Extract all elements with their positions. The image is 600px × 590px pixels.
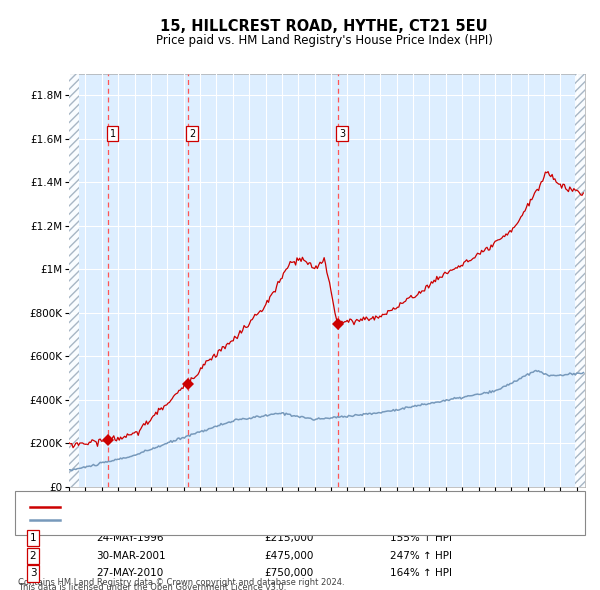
Text: 30-MAR-2001: 30-MAR-2001 [96, 551, 166, 560]
Text: 15, HILLCREST ROAD, HYTHE, CT21 5EU: 15, HILLCREST ROAD, HYTHE, CT21 5EU [160, 19, 488, 34]
Text: 3: 3 [339, 129, 345, 139]
Text: Price paid vs. HM Land Registry's House Price Index (HPI): Price paid vs. HM Land Registry's House … [155, 34, 493, 47]
Text: 164% ↑ HPI: 164% ↑ HPI [390, 569, 452, 578]
Text: £215,000: £215,000 [264, 533, 313, 543]
Bar [69, 74, 79, 487]
Text: £750,000: £750,000 [264, 569, 313, 578]
Bar [575, 74, 585, 487]
Text: 247% ↑ HPI: 247% ↑ HPI [390, 551, 452, 560]
Text: 15, HILLCREST ROAD, HYTHE, CT21 5EU (detached house): 15, HILLCREST ROAD, HYTHE, CT21 5EU (det… [69, 502, 359, 512]
Text: 1: 1 [109, 129, 116, 139]
Text: This data is licensed under the Open Government Licence v3.0.: This data is licensed under the Open Gov… [18, 583, 286, 590]
Text: £475,000: £475,000 [264, 551, 313, 560]
Text: 24-MAY-1996: 24-MAY-1996 [96, 533, 163, 543]
Text: 27-MAY-2010: 27-MAY-2010 [96, 569, 163, 578]
Text: 3: 3 [29, 569, 37, 578]
Text: 2: 2 [189, 129, 195, 139]
Text: 1: 1 [29, 533, 37, 543]
Text: HPI: Average price, detached house, Folkestone and Hythe: HPI: Average price, detached house, Folk… [69, 516, 362, 525]
Text: 155% ↑ HPI: 155% ↑ HPI [390, 533, 452, 543]
Text: 2: 2 [29, 551, 37, 560]
Text: Contains HM Land Registry data © Crown copyright and database right 2024.: Contains HM Land Registry data © Crown c… [18, 578, 344, 587]
